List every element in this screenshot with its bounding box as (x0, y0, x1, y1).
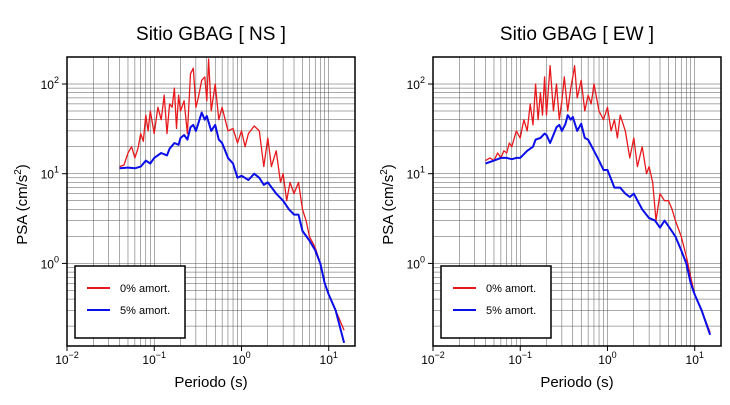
ew-chart-title: Sitio GBAG [ EW ] (500, 24, 654, 45)
ew-y-tick-label: 102 (407, 75, 425, 92)
ns-x-axis-label: Periodo (s) (174, 374, 247, 391)
ew-y-tick-label: 100 (407, 254, 425, 271)
ns-x-tick-label: 100 (232, 350, 250, 367)
ew-chart-panel: 10−2 10−1 100 101 100 101 102 Sitio GBAG [ EW ]… (379, 24, 722, 391)
ew-y-axis-label: PSA (cm/s2) (379, 164, 397, 245)
ns-x-tick-label: 10−2 (55, 350, 79, 367)
ew-x-axis-label: Periodo (s) (540, 374, 613, 391)
ns-legend-label-amort-5: 5% amort. (120, 305, 170, 317)
ew-series-amort-5-line (485, 114, 712, 336)
ns-y-axis-label: PSA (cm/s2) (13, 164, 31, 245)
ns-legend-box (74, 265, 186, 339)
ew-legend: 0% amort. 5% amort. (440, 265, 552, 339)
ns-chart-panel: 10−2 10−1 100 101 100 101 102 Sitio GBAG [ NS ]… (13, 24, 356, 391)
ew-series-amort-0-line (485, 65, 711, 333)
ns-series-amort-0-line (119, 58, 345, 331)
ew-x-tick-label: 100 (598, 350, 616, 367)
ns-legend: 0% amort. 5% amort. (74, 265, 186, 339)
ns-plot-frame (66, 56, 356, 347)
ew-plot-frame (432, 56, 722, 347)
ns-legend-label-amort-0: 0% amort. (120, 283, 170, 295)
ew-x-tick-label: 10−2 (421, 350, 445, 367)
ns-x-tick-label: 101 (320, 350, 338, 367)
ns-y-tick-label: 100 (41, 254, 59, 271)
ns-y-tick-label: 101 (41, 165, 59, 182)
ns-y-tick-label: 102 (41, 75, 59, 92)
ns-x-tick-label: 10−1 (142, 350, 166, 367)
ew-legend-label-amort-5: 5% amort. (486, 305, 536, 317)
ew-legend-box (440, 265, 552, 339)
ew-legend-label-amort-0: 0% amort. (486, 283, 536, 295)
ns-series-amort-5-line (119, 111, 346, 344)
ew-y-tick-label: 101 (407, 165, 425, 182)
ew-x-tick-label: 10−1 (508, 350, 532, 367)
ew-x-tick-label: 101 (686, 350, 704, 367)
ns-chart-title: Sitio GBAG [ NS ] (136, 24, 286, 45)
